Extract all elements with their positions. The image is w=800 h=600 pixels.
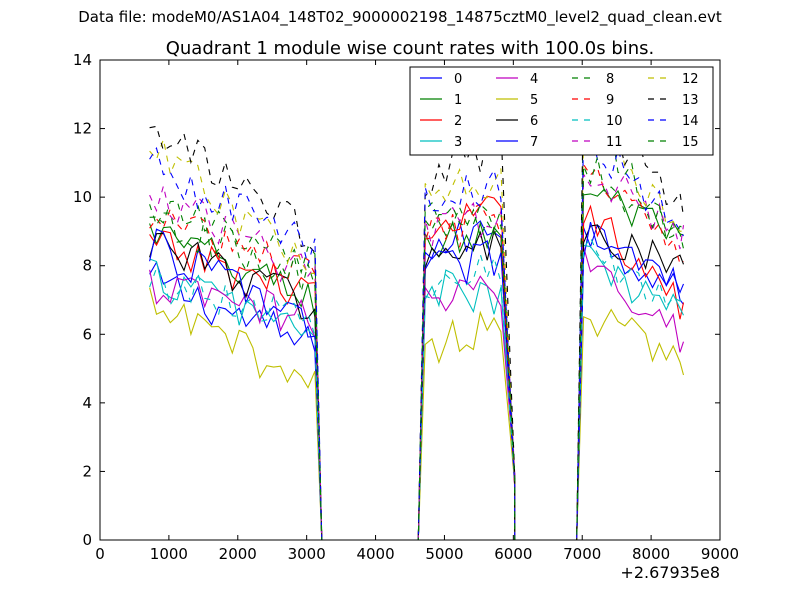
legend-label-4: 4 bbox=[530, 72, 538, 87]
legend-label-14: 14 bbox=[682, 114, 699, 129]
series-line-2 bbox=[149, 195, 685, 541]
legend-label-13: 13 bbox=[682, 93, 699, 108]
y-tick-label: 14 bbox=[73, 51, 92, 69]
legend-label-3: 3 bbox=[454, 135, 462, 150]
x-tick-label: 5000 bbox=[425, 545, 463, 563]
y-tick-label: 8 bbox=[82, 257, 92, 275]
legend-label-15: 15 bbox=[682, 135, 699, 150]
legend-label-12: 12 bbox=[682, 72, 699, 87]
legend-label-1: 1 bbox=[454, 93, 462, 108]
series-line-10 bbox=[149, 236, 684, 541]
series-line-4 bbox=[149, 246, 685, 541]
y-tick-label: 10 bbox=[73, 188, 92, 206]
series-line-6 bbox=[149, 224, 685, 541]
series-line-9 bbox=[149, 162, 684, 541]
x-tick-label: 9000 bbox=[701, 545, 739, 563]
x-tick-label: 8000 bbox=[632, 545, 670, 563]
series-line-15 bbox=[149, 156, 684, 541]
x-tick-label: 3000 bbox=[288, 545, 326, 563]
y-tick-label: 0 bbox=[82, 531, 92, 549]
y-tick-label: 12 bbox=[73, 120, 92, 138]
y-tick-label: 4 bbox=[82, 394, 92, 412]
series-line-13 bbox=[149, 80, 685, 541]
axes-frame bbox=[99, 59, 721, 541]
series-line-12 bbox=[149, 114, 684, 541]
series-line-14 bbox=[149, 125, 684, 541]
y-tick-label: 2 bbox=[82, 462, 92, 480]
axis-ticks: 0 1000 2000 3000 4000 5000 6000 7000 8000 9000 0 2 4… bbox=[73, 51, 739, 563]
legend-label-9: 9 bbox=[606, 93, 614, 108]
chart-title: Quadrant 1 module wise count rates with … bbox=[166, 38, 655, 59]
x-tick-label: 7000 bbox=[563, 545, 601, 563]
x-tick-label: 4000 bbox=[356, 545, 394, 563]
series-line-7 bbox=[149, 221, 685, 541]
legend-box bbox=[409, 66, 714, 156]
x-tick-label: 2000 bbox=[219, 545, 257, 563]
series-line-3 bbox=[149, 244, 684, 541]
legend-label-6: 6 bbox=[530, 114, 538, 129]
x-tick-label: 1000 bbox=[150, 545, 188, 563]
legend-label-10: 10 bbox=[606, 114, 623, 129]
series-line-11 bbox=[149, 172, 685, 541]
legend-label-5: 5 bbox=[530, 93, 538, 108]
series-line-8 bbox=[149, 94, 685, 541]
series-line-1 bbox=[149, 188, 684, 541]
x-offset-label: +2.67935e8 bbox=[620, 563, 720, 582]
x-tick-label: 0 bbox=[95, 545, 105, 563]
x-tick-label: 6000 bbox=[494, 545, 532, 563]
legend-label-11: 11 bbox=[606, 135, 623, 150]
legend-label-0: 0 bbox=[454, 72, 462, 87]
legend-label-2: 2 bbox=[454, 114, 462, 129]
figure-suptitle: Data file: modeM0/AS1A04_148T02_90000021… bbox=[78, 8, 722, 26]
legend-label-8: 8 bbox=[606, 72, 614, 87]
series-line-5 bbox=[149, 287, 685, 541]
legend-label-7: 7 bbox=[530, 135, 538, 150]
y-tick-label: 6 bbox=[82, 325, 92, 343]
series-line-0 bbox=[149, 218, 684, 541]
